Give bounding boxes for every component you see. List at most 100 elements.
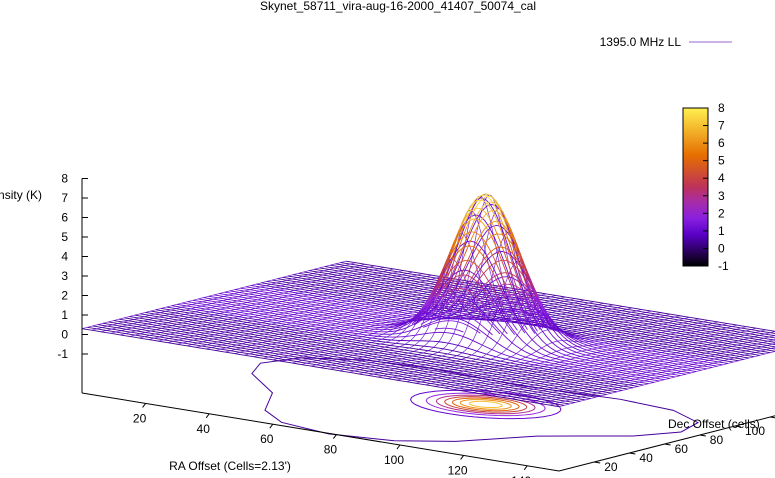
mesh-line (487, 309, 494, 317)
mesh-line (455, 275, 461, 286)
colorbar-tick-label: 3 (718, 189, 725, 203)
contour-level (459, 399, 512, 410)
mesh-line (432, 282, 438, 293)
y-tick-label: 100 (745, 424, 765, 438)
mesh-line (177, 276, 442, 345)
mesh-line (505, 299, 511, 310)
mesh-line (449, 241, 455, 255)
mesh-line (498, 221, 504, 226)
mesh-line (524, 268, 531, 280)
mesh-line (545, 313, 551, 320)
mesh-line (205, 281, 471, 350)
mesh-line (509, 293, 515, 296)
mesh-line (439, 312, 445, 315)
mesh-line (511, 284, 517, 287)
mesh-line (485, 292, 492, 301)
mesh-line (437, 286, 444, 297)
colorbar-gradient (682, 107, 709, 267)
x-tick (269, 423, 274, 429)
mesh-line (477, 274, 484, 281)
mesh-line (495, 200, 501, 208)
mesh-line (503, 251, 510, 266)
z-tick-label: 8 (61, 172, 68, 186)
mesh-line (521, 304, 527, 308)
mesh-line (439, 267, 446, 280)
mesh-line (479, 228, 485, 237)
mesh-line (436, 271, 443, 283)
z-tick-label: -1 (57, 347, 68, 361)
mesh-line (532, 309, 539, 321)
mesh-line (539, 302, 546, 311)
mesh-line (461, 303, 467, 309)
mesh-line (500, 309, 506, 311)
mesh-line (428, 303, 434, 311)
mesh-line (91, 262, 356, 331)
mesh-line (453, 321, 719, 390)
mesh-line (511, 241, 518, 257)
mesh-line (456, 307, 462, 312)
mesh-line (453, 328, 459, 331)
contour-level (251, 357, 700, 442)
mesh-line (148, 271, 413, 340)
colorbar: 8 7 6 5 4 3 2 1 0 -1 (682, 101, 729, 273)
mesh-line (486, 210, 492, 214)
mesh-line (414, 315, 420, 321)
mesh-line (469, 245, 476, 256)
mesh-line (476, 218, 483, 228)
mesh-line (139, 270, 404, 339)
mesh-line (478, 267, 485, 275)
x-axis-label: RA Offset (Cells=2.13') (169, 459, 291, 473)
mesh-line (532, 295, 539, 303)
mesh-line (515, 266, 522, 273)
mesh-line (110, 265, 375, 334)
mesh-line (505, 220, 511, 230)
mesh-line (456, 225, 463, 239)
x-tick-label: 120 (448, 463, 468, 477)
z-tick-label: 5 (61, 230, 68, 244)
mesh-line (503, 247, 510, 251)
mesh-line (466, 298, 472, 304)
mesh-line (518, 278, 524, 284)
mesh-line (464, 254, 471, 266)
mesh-line (501, 233, 507, 238)
mesh-line (492, 327, 757, 397)
mesh-line (387, 260, 652, 379)
mesh-line (480, 283, 486, 290)
x-tick (205, 413, 210, 419)
mesh-line (473, 318, 479, 323)
mesh-line (529, 278, 536, 290)
mesh-line (478, 204, 485, 212)
mesh-line (504, 272, 510, 274)
mesh-line (466, 302, 472, 307)
mesh-line (511, 260, 517, 275)
mesh-line (463, 313, 469, 317)
colorbar-tick-label: 7 (718, 119, 725, 133)
z-tick-label: 4 (61, 250, 68, 264)
mesh-line (489, 248, 495, 253)
mesh-line (454, 254, 461, 268)
mesh-line (496, 247, 502, 261)
mesh-line (466, 274, 473, 278)
mesh-line (481, 213, 487, 220)
mesh-line (512, 302, 518, 304)
mesh-line (528, 298, 534, 311)
mesh-line (535, 302, 541, 310)
mesh-line (468, 286, 474, 294)
mesh-line (492, 315, 499, 323)
mesh-line (484, 223, 490, 230)
mesh-line (540, 315, 547, 320)
mesh-line (450, 266, 456, 279)
mesh-line (527, 277, 534, 288)
x-tick-label: 80 (324, 443, 338, 457)
mesh-line (477, 218, 483, 223)
mesh-line (461, 300, 467, 304)
mesh-line (423, 305, 430, 312)
mesh-line (444, 320, 709, 389)
mesh-line (506, 260, 512, 264)
x-axis: 20 40 60 80 100 120 140 (133, 403, 532, 478)
mesh-line (446, 305, 452, 311)
mesh-line (507, 283, 513, 286)
mesh-line (489, 199, 496, 207)
mesh-line (476, 199, 482, 207)
mesh-line (511, 262, 517, 268)
